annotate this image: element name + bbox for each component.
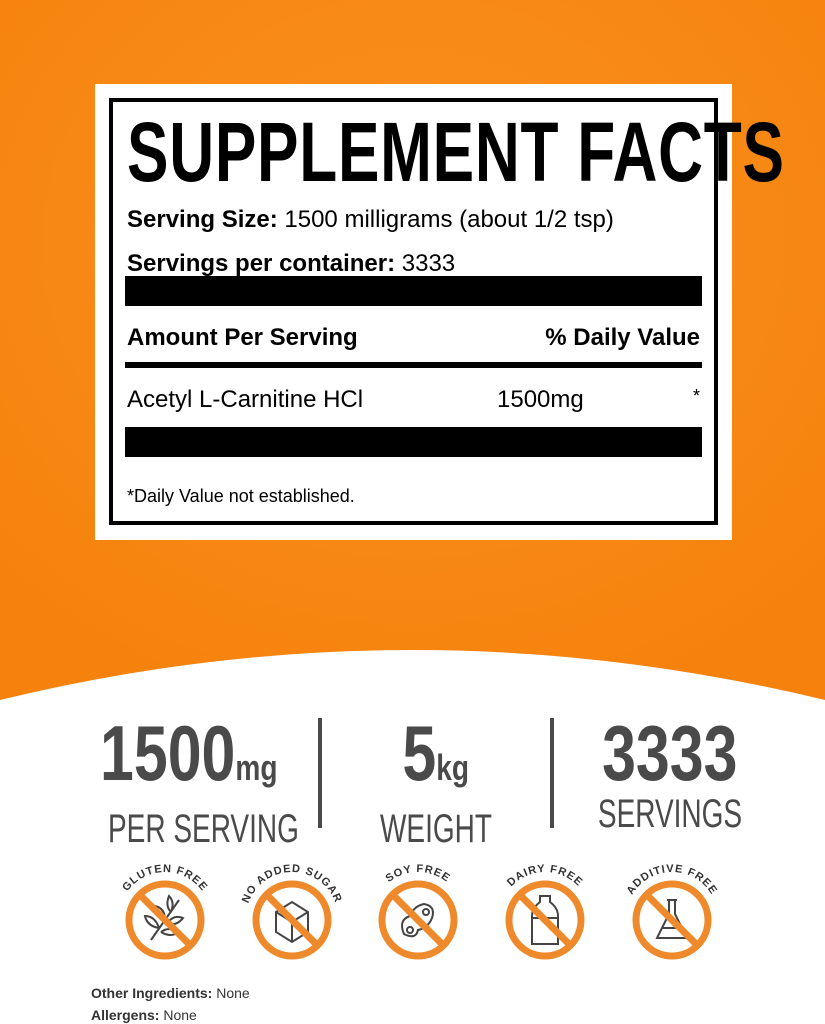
label-title: SUPPLEMENT FACTS <box>127 105 785 199</box>
stat-weight: 5kg WEIGHT <box>380 709 492 851</box>
ingredient-row: Acetyl L-Carnitine HCl 1500mg * <box>127 386 700 413</box>
no-circle-icon <box>632 880 712 960</box>
footnote: *Daily Value not established. <box>127 486 355 506</box>
stat-servings: 3333 SERVINGS <box>597 709 743 836</box>
allergens: Allergens: None <box>91 1007 197 1023</box>
divider-bar <box>125 276 702 306</box>
stat-per-serving: 1500mg PER SERVING <box>100 709 299 851</box>
serving-size: Serving Size: 1500 milligrams (about 1/2… <box>127 206 614 233</box>
no-circle-icon <box>252 880 332 960</box>
no-circle-icon <box>505 880 585 960</box>
badge-dairy-free: DAIRY FREE <box>505 863 585 960</box>
badges-row: GLUTEN FREE NO ADDED SUGAR SOY FREE DAIR… <box>120 863 719 960</box>
no-circle-icon <box>125 880 205 960</box>
soybean-icon <box>401 902 434 938</box>
badge-additive-free: ADDITIVE FREE <box>624 863 719 960</box>
stat-divider <box>318 718 322 828</box>
badge-no-added-sugar: NO ADDED SUGAR <box>240 863 343 960</box>
other-ingredients: Other Ingredients: None <box>91 985 250 1001</box>
divider-bar <box>125 427 702 457</box>
servings-per-container: Servings per container: 3333 <box>127 250 456 277</box>
badge-label: ADDITIVE FREE <box>624 863 719 897</box>
no-circle-icon <box>378 880 458 960</box>
supplement-facts-label: SUPPLEMENT FACTS Serving Size: 1500 mill… <box>95 84 785 540</box>
divider-line <box>125 362 702 368</box>
badge-soy-free: SOY FREE <box>378 863 458 960</box>
badge-gluten-free: GLUTEN FREE <box>120 863 210 960</box>
badge-label: GLUTEN FREE <box>120 863 210 894</box>
stat-divider <box>550 718 554 828</box>
header-row: Amount Per Serving% Daily Value <box>127 324 700 351</box>
